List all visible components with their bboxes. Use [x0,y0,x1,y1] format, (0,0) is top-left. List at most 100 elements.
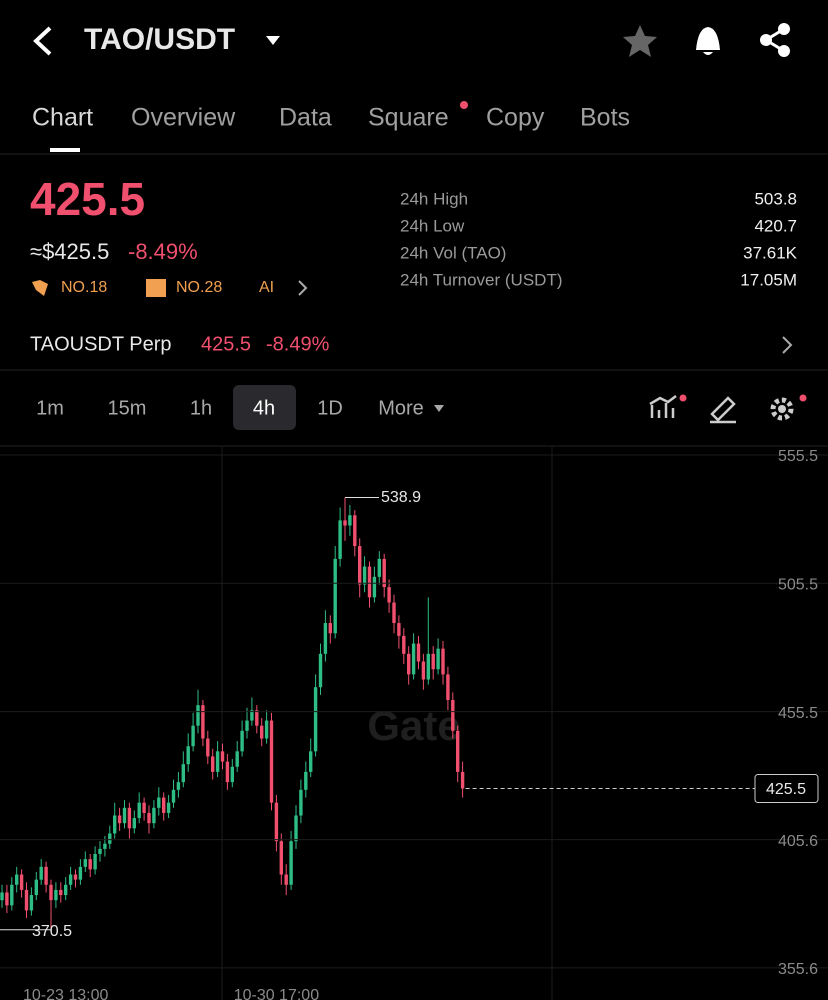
candle-body [392,602,396,624]
candle-body [191,725,195,747]
timeframe[interactable]: 4h [253,397,275,419]
price-change: -8.49% [128,239,198,264]
rank: NO.18 [61,279,107,296]
tab[interactable]: Square [368,104,449,132]
candle-body [318,653,323,688]
candle-body [44,866,48,885]
candle-body [382,558,386,588]
candle-body [367,566,372,598]
usd-price: ≈$425.5 [30,239,109,264]
timeframe-selected [233,385,296,430]
y-tick-label: 405.6 [778,833,818,850]
chevron[interactable] [298,280,308,296]
candle-body [353,515,357,547]
candle-body [299,789,303,816]
timeframe[interactable]: 1D [317,397,343,419]
tab[interactable]: Bots [580,104,630,132]
candle-body [186,746,190,765]
last-price-label: 425.5 [766,781,806,798]
perp-name[interactable]: TAOUSDT Perp [30,333,172,355]
candle-body [157,797,161,808]
candle-body [59,889,63,896]
stat-label: 24h Vol (TAO) [400,243,506,262]
pair-dropdown[interactable] [266,36,280,45]
tab[interactable]: Chart [32,104,93,132]
candle-body [73,874,78,880]
y-tick-label: 355.6 [778,961,818,978]
back-button[interactable] [33,26,52,56]
candles [0,497,465,930]
favorite-icon[interactable] [623,25,657,57]
timeframe[interactable]: More [378,397,424,419]
stat-label: 24h Low [400,216,465,235]
candle-body [402,635,406,654]
draw-icon[interactable] [710,396,736,424]
candle-body [201,705,205,739]
candle-body [162,797,166,813]
candle-body [19,874,24,890]
candle-body [456,730,460,772]
candle-body [362,566,367,585]
candle-body [225,761,230,783]
candle-body [279,841,283,875]
stat-label: 24h High [400,189,468,208]
candle-body [88,859,92,870]
tab-indicator [50,148,80,152]
stat-value: 37.61K [743,243,798,262]
candle-body [147,812,151,824]
timeframe[interactable]: 15m [108,397,147,419]
candle-body [411,643,416,675]
timeframe[interactable]: 1m [36,397,64,419]
candle-body [39,866,43,880]
candle-body [323,623,328,654]
candle-body [29,895,34,911]
candle-body [377,558,381,577]
candle-body [313,687,318,752]
timeframe[interactable]: 1h [190,397,212,419]
candle-body [294,815,298,842]
y-tick-label: 555.5 [778,448,818,465]
stat-label: 24h Turnover (USDT) [400,270,563,289]
notification-dot [799,394,807,402]
candle-body [98,848,102,854]
indicator-icon[interactable] [649,395,677,418]
candle-body [436,648,440,670]
tab[interactable]: Data [279,104,332,132]
candle-body [0,892,4,901]
candle-body [289,841,293,885]
share-icon[interactable] [760,23,790,57]
candle-body [397,623,401,636]
candle-body [250,710,254,721]
high-label: 538.9 [381,489,421,506]
sector[interactable]: AI [259,279,274,296]
candle-body [211,756,215,772]
tab[interactable]: Overview [131,104,236,132]
candle-body [215,751,220,772]
settings-icon[interactable] [770,397,794,421]
candle-body [431,653,435,670]
alert-icon[interactable] [696,27,720,55]
candle-body [83,859,87,867]
candle-body [416,643,421,662]
notification-dot [679,394,687,402]
candle-body [10,884,14,906]
x-tick-label: 10-30 17:00 [234,987,320,1000]
candle-body [343,520,347,526]
tab[interactable]: Copy [486,104,545,132]
dropdown[interactable] [434,405,444,412]
candle-body [132,818,136,829]
rank: NO.28 [176,279,222,296]
stat-value: 420.7 [754,216,797,235]
candle-body [328,623,332,634]
rank-icon [146,279,166,297]
chevron[interactable] [782,336,793,354]
candle-body [108,833,112,844]
candle-body [93,853,97,870]
pair-title[interactable]: TAO/USDT [84,23,235,56]
candle-body [166,802,171,813]
candle-body [137,802,141,819]
candle-body [68,874,73,885]
candle-body [284,874,288,885]
candle-body [245,720,249,731]
